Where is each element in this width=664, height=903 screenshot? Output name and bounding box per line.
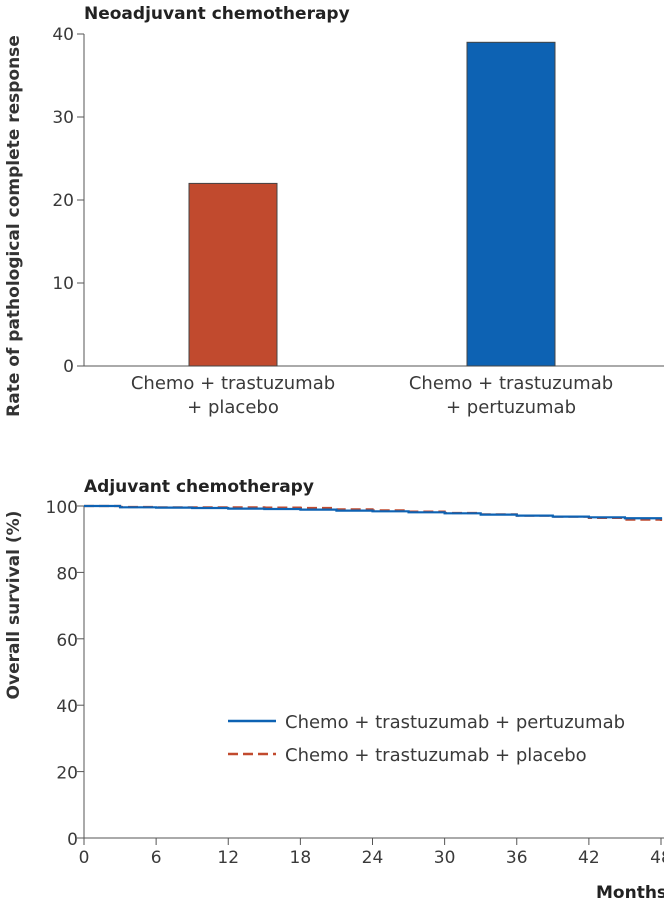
legend-label-placebo: Chemo + trastuzumab + placebo xyxy=(285,745,587,766)
survival-x-tick-label: 12 xyxy=(217,848,239,868)
survival-y-axis-label: Overall survival (%) xyxy=(4,511,24,700)
bar-category-label: + placebo xyxy=(187,397,279,418)
legend: Chemo + trastuzumab + pertuzumab Chemo +… xyxy=(228,712,625,766)
bar-category-labels: Chemo + trastuzumab + placebo Chemo + tras… xyxy=(131,373,613,418)
bar-1 xyxy=(466,41,556,367)
bar-y-tick-label: 20 xyxy=(52,191,74,211)
survival-y-tick-label: 80 xyxy=(56,564,78,584)
bar-y-tick-label: 10 xyxy=(52,274,74,294)
legend-label-pertuzumab: Chemo + trastuzumab + pertuzumab xyxy=(285,712,625,733)
survival-x-tick-label: 18 xyxy=(290,848,312,868)
bar-y-axis-label: Rate of pathological complete response xyxy=(4,35,24,417)
bar-category-label: + pertuzumab xyxy=(446,397,576,418)
survival-panel: Adjuvant chemotherapy Overall survival (… xyxy=(4,477,664,903)
bar-y-ticks: 0 10 20 30 40 xyxy=(52,25,84,377)
survival-y-tick-label: 40 xyxy=(56,697,78,717)
survival-x-ticks: 0 6 12 18 24 30 36 42 48 xyxy=(79,838,664,868)
bar-panel: Neoadjuvant chemotherapy Rate of patholo… xyxy=(4,4,664,418)
survival-x-axis-label: Months xyxy=(596,883,664,903)
survival-x-tick-label: 0 xyxy=(79,848,90,868)
survival-chart-title: Adjuvant chemotherapy xyxy=(84,477,314,497)
survival-x-tick-label: 30 xyxy=(434,848,456,868)
bar-0 xyxy=(188,182,278,367)
bar-y-tick-label: 40 xyxy=(52,25,74,45)
survival-y-tick-label: 60 xyxy=(56,631,78,651)
survival-y-tick-label: 100 xyxy=(46,498,78,518)
bar-marks xyxy=(188,41,556,367)
survival-x-tick-label: 6 xyxy=(151,848,162,868)
survival-y-tick-label: 20 xyxy=(56,764,78,784)
survival-x-tick-label: 42 xyxy=(578,848,600,868)
survival-x-tick-label: 24 xyxy=(362,848,384,868)
survival-x-tick-label: 48 xyxy=(650,848,664,868)
bar-category-label: Chemo + trastuzumab xyxy=(131,373,335,394)
survival-y-tick-label: 0 xyxy=(67,830,78,850)
bar-category-label: Chemo + trastuzumab xyxy=(409,373,613,394)
bar-y-tick-label: 30 xyxy=(52,108,74,128)
bar-chart-title: Neoadjuvant chemotherapy xyxy=(84,4,350,24)
survival-y-ticks: 0 20 40 60 80 100 xyxy=(46,498,84,850)
series-line-pertuzumab xyxy=(84,504,663,520)
survival-series xyxy=(84,504,663,521)
bar-y-tick-label: 0 xyxy=(63,357,74,377)
survival-x-tick-label: 36 xyxy=(506,848,528,868)
